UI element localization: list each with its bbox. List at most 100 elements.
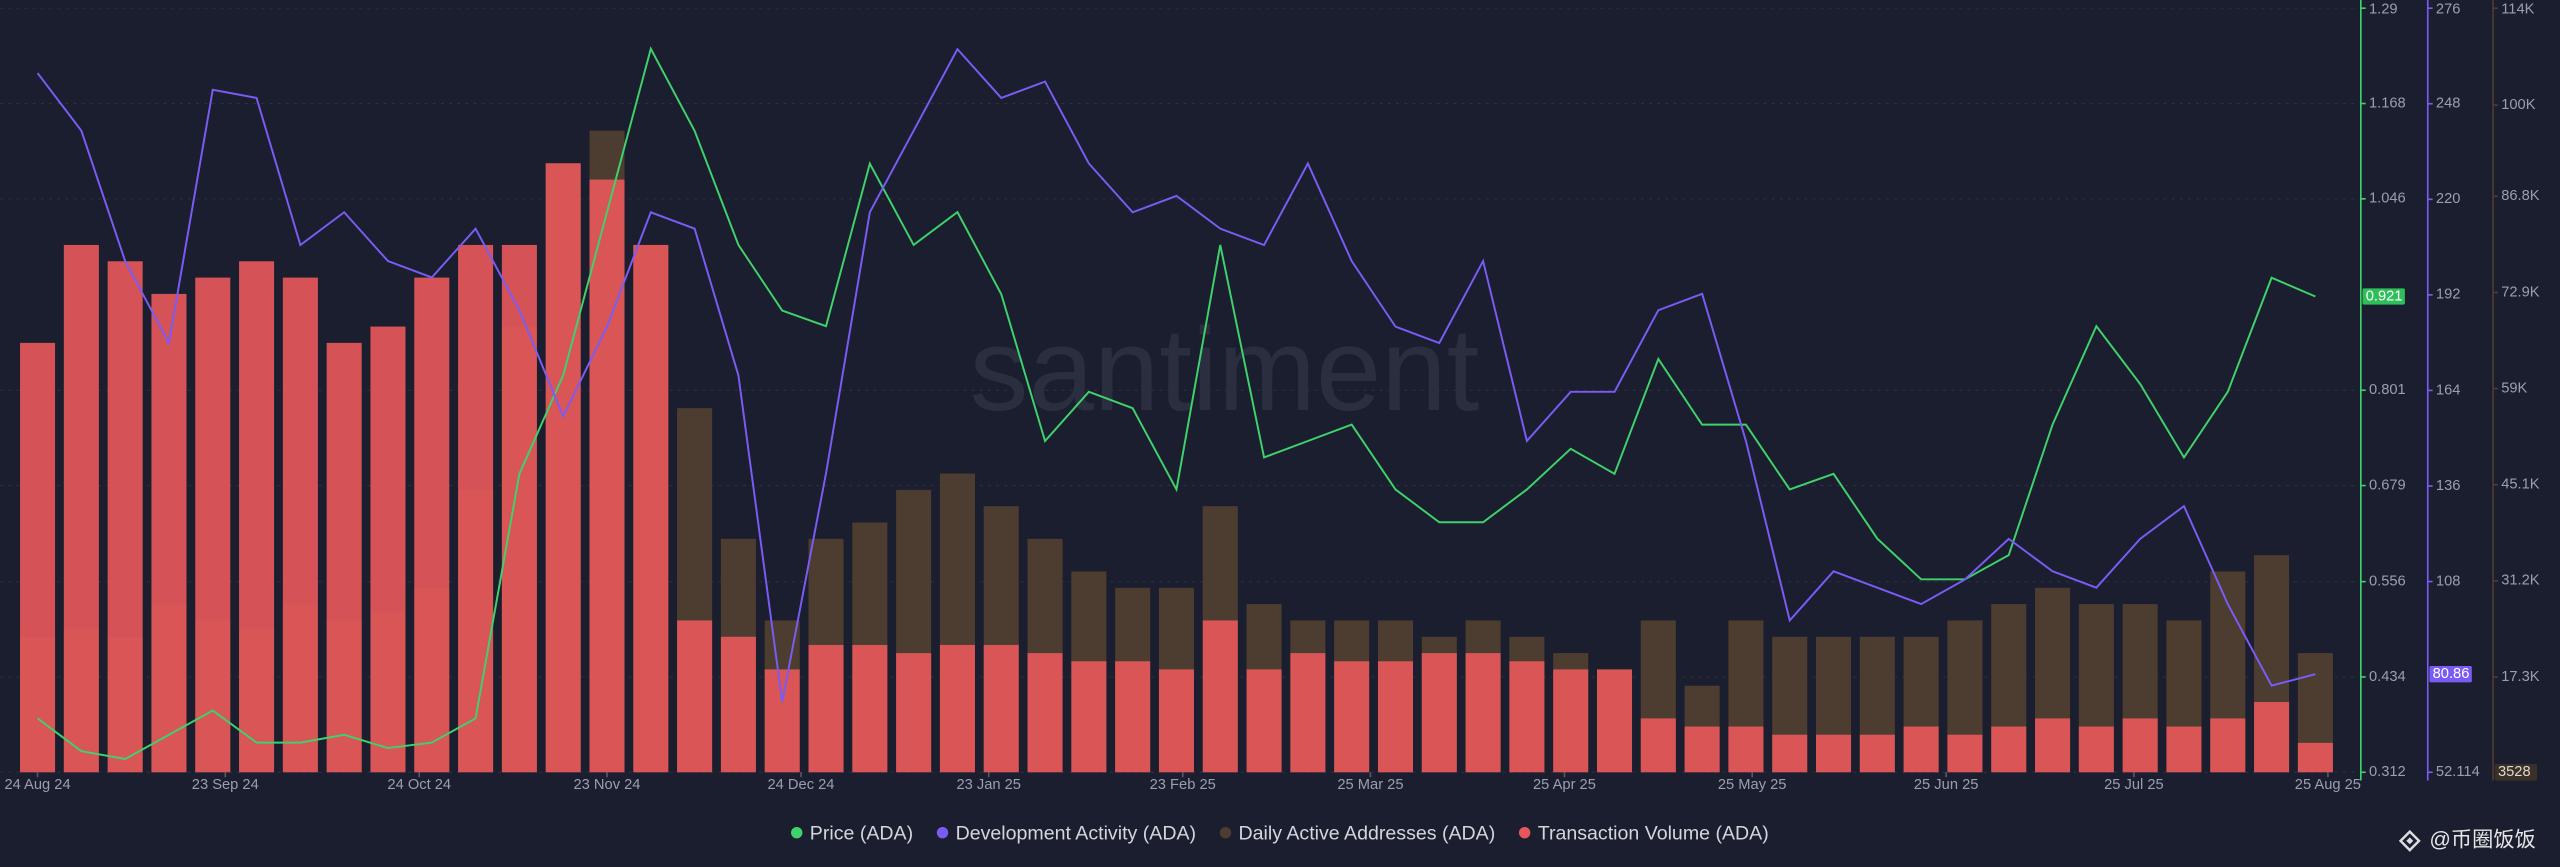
bar <box>1334 661 1370 773</box>
y-tick-label: 1.29 <box>2369 2 2398 18</box>
value-badge <box>2362 288 2405 305</box>
bar <box>107 261 143 773</box>
bar <box>151 293 187 773</box>
value-badge-label: 80.86 <box>2433 666 2470 682</box>
y-tick-label: 114K <box>2501 2 2534 18</box>
bar <box>414 277 450 773</box>
x-tick-label: 23 Sep 24 <box>192 777 259 793</box>
legend-marker <box>936 826 949 839</box>
legend-label: Transaction Volume (ADA) <box>1538 822 1769 844</box>
bar <box>808 644 844 773</box>
y-tick-label: 1.046 <box>2369 191 2406 207</box>
x-tick-label: 24 Dec 24 <box>768 777 835 793</box>
y-tick-label: 0.801 <box>2369 382 2406 398</box>
x-tick-label: 25 Apr 25 <box>1533 777 1596 793</box>
bar <box>1115 661 1151 773</box>
y-tick-label: 0.556 <box>2369 574 2406 590</box>
x-tick-label: 23 Nov 24 <box>574 777 641 793</box>
bar <box>1991 726 2027 773</box>
bar <box>852 644 888 773</box>
x-tick-label: 25 Mar 25 <box>1337 777 1403 793</box>
bar <box>2078 726 2114 773</box>
y-tick-label: 108 <box>2436 573 2461 589</box>
y-tick-label: 0.679 <box>2369 477 2406 493</box>
bar <box>282 277 318 773</box>
bar <box>1553 669 1589 773</box>
y-tick-label: 248 <box>2436 96 2461 112</box>
bar <box>677 620 713 773</box>
bar <box>1377 661 1414 773</box>
bar <box>1596 669 1633 773</box>
bar <box>458 244 494 773</box>
line <box>36 47 2316 703</box>
bar <box>1202 620 1238 773</box>
bar <box>1772 734 1808 773</box>
bar <box>1728 726 1764 773</box>
y-tick-label: 52.114 <box>2436 764 2480 780</box>
y-tick-label: 31.2K <box>2501 573 2540 589</box>
value-badge-label: 3528 <box>2498 764 2531 780</box>
bar <box>501 244 537 773</box>
y-tick-label: 276 <box>2436 2 2461 18</box>
bar <box>2210 718 2246 773</box>
bar <box>764 669 800 773</box>
bar <box>1684 726 1720 773</box>
x-tick-label: 23 Feb 25 <box>1150 777 1216 793</box>
y-tick-label: 17.3K <box>2501 669 2540 685</box>
y-tick-label: 72.9K <box>2501 284 2540 300</box>
y-tick-label: 0.312 <box>2369 764 2406 780</box>
bar <box>326 342 362 773</box>
bar <box>1246 669 1282 773</box>
bar <box>2297 742 2333 773</box>
bar <box>195 277 231 773</box>
bar <box>633 244 669 773</box>
legend-marker <box>1518 826 1531 839</box>
bar <box>1816 734 1852 773</box>
y-tick-label: 86.8K <box>2501 188 2540 204</box>
bar <box>20 342 56 773</box>
bar <box>589 179 625 773</box>
value-badge-label: 0.921 <box>2366 288 2403 304</box>
bar <box>720 636 756 773</box>
value-badge <box>2494 764 2538 781</box>
bar <box>2166 726 2202 773</box>
y-tick-label: 59K <box>2501 380 2527 396</box>
bar <box>1421 653 1457 773</box>
bar <box>1640 718 1676 773</box>
x-tick-label: 25 Aug 25 <box>2295 777 2361 793</box>
bar <box>1027 653 1063 773</box>
x-tick-label: 24 Oct 24 <box>387 777 451 793</box>
y-tick-label: 1.168 <box>2369 95 2406 111</box>
bar <box>1947 734 1983 773</box>
legend-label: Price (ADA) <box>810 822 913 844</box>
y-tick-label: 45.1K <box>2501 477 2540 493</box>
x-tick-label: 25 May 25 <box>1718 777 1787 793</box>
legend: Price (ADA) Development Activity (ADA) Dai… <box>791 822 1769 844</box>
bar <box>1071 661 1107 773</box>
bar <box>1465 653 1501 773</box>
legend-marker <box>791 826 803 839</box>
watermark: santiment <box>970 304 1480 435</box>
y-tick-label: 220 <box>2436 191 2461 207</box>
line <box>36 46 2316 761</box>
bar <box>1290 653 1326 773</box>
y-tick-label: 100K <box>2501 97 2536 113</box>
bar <box>239 261 275 773</box>
attribution: @币圈饭饭 <box>2429 827 2535 851</box>
x-tick-label: 25 Jun 25 <box>1914 777 1979 793</box>
x-tick-label: 25 Jul 25 <box>2104 777 2164 793</box>
legend-label: Daily Active Addresses (ADA) <box>1238 822 1495 844</box>
y-tick-label: 164 <box>2436 382 2461 398</box>
bar <box>983 644 1019 773</box>
bar <box>370 326 406 773</box>
legend-marker <box>1219 826 1232 839</box>
y-tick-label: 192 <box>2436 287 2461 303</box>
bar <box>63 244 99 773</box>
legend-label: Development Activity (ADA) <box>956 822 1196 844</box>
x-tick-label: 24 Aug 24 <box>4 777 70 793</box>
bar <box>2035 718 2071 773</box>
bar <box>2254 702 2290 773</box>
bar <box>2122 718 2158 773</box>
